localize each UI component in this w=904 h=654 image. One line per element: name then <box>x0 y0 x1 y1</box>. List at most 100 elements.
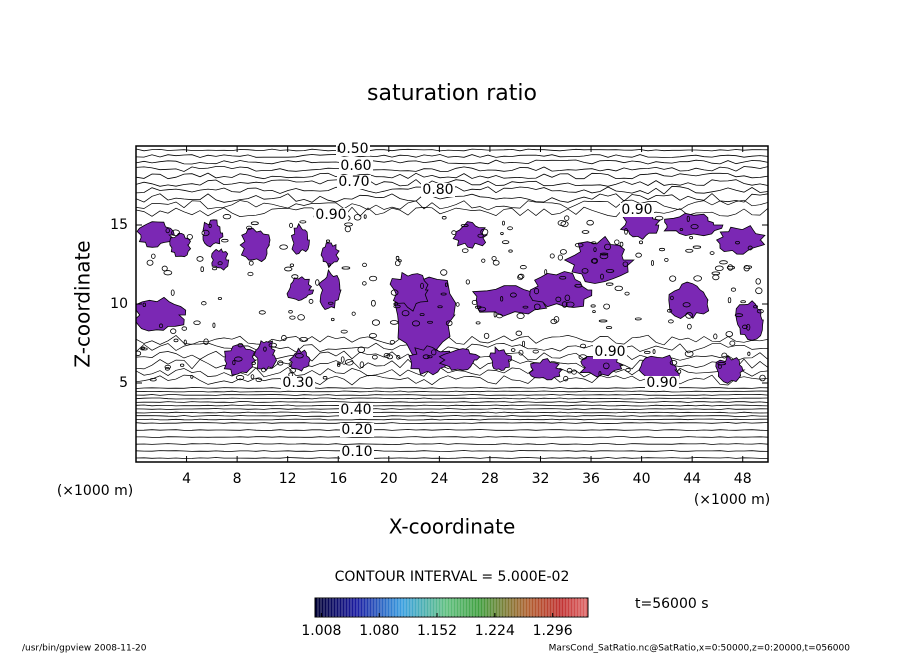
contour-fragment <box>746 323 751 331</box>
contour-fragment <box>578 354 588 360</box>
contour-fragment <box>591 241 597 245</box>
contour-line <box>136 429 768 431</box>
contour-fragment <box>564 215 570 221</box>
contour-fragment <box>591 257 598 264</box>
contour-line <box>136 404 768 407</box>
contour-fragment <box>255 377 263 383</box>
contour-fragment <box>389 320 399 325</box>
contour-line <box>136 172 768 180</box>
shaded-region <box>389 271 429 312</box>
contour-fragment <box>308 298 314 304</box>
contour-fragment <box>590 258 598 264</box>
contour-fragment <box>654 215 664 221</box>
contour-fragment <box>693 275 702 282</box>
footer-right: MarsCond_SatRatio.nc@SatRatio,x=0:50000,… <box>549 644 851 654</box>
contour-fragment <box>603 362 610 370</box>
contour-fragment <box>614 285 623 292</box>
x-tick-label: 40 <box>633 471 651 487</box>
contour-fragment <box>605 326 613 330</box>
contour-fragment <box>619 241 624 247</box>
label-bg <box>421 183 455 197</box>
contour-fragment <box>481 258 486 263</box>
contour-fragment <box>559 249 567 255</box>
contour-fragment <box>605 282 614 286</box>
contour-fragment <box>344 225 351 233</box>
contour-fragment <box>684 350 694 358</box>
contour-fragment <box>362 281 367 286</box>
contour-fragment <box>730 287 737 292</box>
contour-line <box>136 408 768 410</box>
contour-fragment <box>651 260 654 266</box>
contour-fragment <box>690 224 699 230</box>
contour-fragment <box>566 367 573 374</box>
contour-fragment <box>181 326 188 331</box>
label-bg <box>620 203 654 217</box>
shaded-region <box>136 221 175 248</box>
contour-fragment <box>288 310 293 314</box>
contour-fragment <box>549 253 555 259</box>
contour-label: 0.90 <box>621 202 652 218</box>
contour-fragment <box>532 349 539 354</box>
contour-fragment <box>351 311 356 316</box>
time-label: t=56000 s <box>635 596 709 612</box>
contour-fragment <box>359 361 365 369</box>
contour-fragment <box>295 353 304 359</box>
contour-fragment <box>507 226 513 231</box>
contour-fragment <box>682 302 691 308</box>
contour-fragment <box>475 321 481 325</box>
contour-line <box>136 148 768 152</box>
label-bg <box>645 376 679 390</box>
contour-fragment <box>330 317 335 322</box>
shaded-region <box>452 221 489 249</box>
contour-fragment <box>510 348 516 352</box>
contour-line <box>136 436 768 438</box>
contour-fragment <box>284 266 293 272</box>
shaded-region <box>136 296 187 332</box>
contour-fragment <box>574 242 584 248</box>
contour-fragment <box>668 319 674 324</box>
contour-fragment <box>440 292 447 296</box>
contour-fragment <box>586 219 594 226</box>
contour-fragment <box>727 264 734 271</box>
contour-fragment <box>394 260 401 267</box>
contour-fragment <box>725 331 733 338</box>
contour-fragment <box>557 219 566 227</box>
contour-fragment <box>258 310 266 315</box>
contour-fragment <box>190 375 194 379</box>
contour-fragment <box>173 338 179 343</box>
contour-fragment <box>370 299 376 307</box>
contour-fragment <box>142 302 146 308</box>
contour-fragment <box>158 323 164 329</box>
contour-fragment <box>574 284 583 288</box>
contour-fragment <box>516 312 525 320</box>
contour-fragment <box>557 254 563 261</box>
contour-fragment <box>508 249 513 253</box>
contour-fragment <box>592 310 596 314</box>
contour-fragment <box>533 288 540 295</box>
contour-fragment <box>522 305 529 309</box>
contour-fragment <box>644 350 651 354</box>
contour-fragment <box>165 228 170 234</box>
contour-label: 0.40 <box>340 402 371 418</box>
contour-fragment <box>742 324 748 329</box>
contour-label: 0.90 <box>594 344 625 360</box>
contour-label: 0.90 <box>315 207 346 223</box>
contour-fragment <box>465 279 471 285</box>
contour-fragment <box>740 300 746 304</box>
contour-fragment <box>685 248 694 253</box>
contour-fragment <box>235 375 245 381</box>
contour-fragment <box>544 269 548 275</box>
shaded-region <box>529 271 593 308</box>
y-tick-label: 10 <box>110 296 128 312</box>
x-tick-label: 24 <box>430 471 448 487</box>
contour-fragment <box>590 304 596 308</box>
contour-fragment <box>603 303 611 310</box>
contour-fragment <box>393 302 398 306</box>
contour-fragment <box>734 313 744 318</box>
contour-fragment <box>203 338 209 345</box>
contour-fragment <box>670 295 674 301</box>
contour-fragment <box>248 260 254 266</box>
contour-fragment <box>502 220 505 226</box>
contour-fragment <box>561 301 568 308</box>
shaded-region <box>239 227 271 263</box>
